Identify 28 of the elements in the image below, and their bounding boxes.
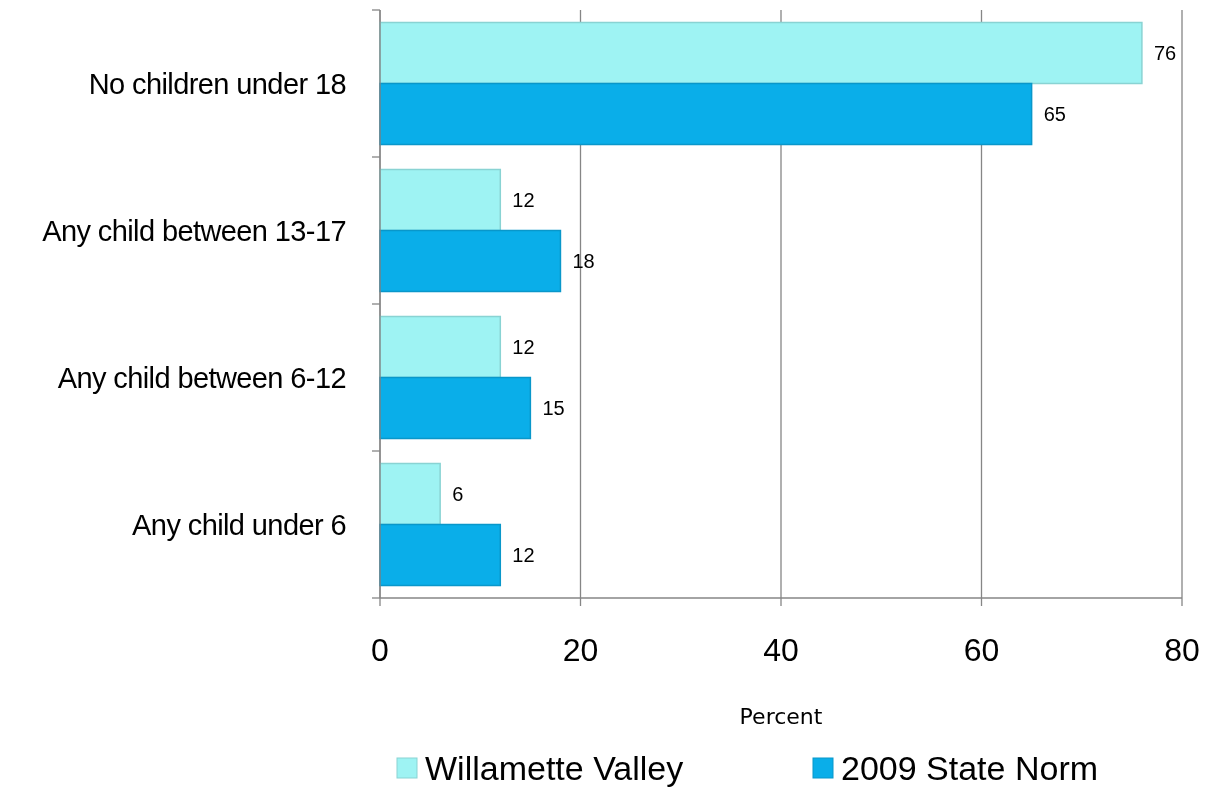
bar: [379, 229, 562, 293]
data-label: 12: [512, 544, 535, 566]
x-tick-label: 80: [1164, 632, 1200, 668]
y-tick-label: Any child between 13-17: [42, 214, 346, 247]
y-tick-label: Any child between 6-12: [57, 361, 346, 394]
bar: [379, 315, 502, 379]
data-label: 15: [542, 397, 565, 419]
data-label: 6: [452, 483, 464, 505]
x-tick-label: 20: [562, 632, 599, 668]
y-tick-label: No children under 18: [88, 67, 346, 100]
x-tick-label: 0: [371, 632, 389, 668]
y-tick-label: Any child under 6: [132, 508, 346, 541]
x-tick-label: 60: [963, 632, 1000, 668]
legend-label: 2009 State Norm: [841, 749, 1099, 787]
data-label: 12: [512, 189, 535, 211]
x-axis-title: Percent: [739, 703, 823, 729]
bar: [379, 523, 502, 587]
data-label: 12: [512, 336, 535, 358]
bar: [379, 462, 441, 526]
x-tick-label: 40: [763, 632, 799, 668]
legend-label: Willamette Valley: [425, 749, 684, 787]
bar: [379, 376, 532, 440]
bar: [379, 21, 1143, 85]
bar: [379, 82, 1033, 146]
bar: [379, 168, 502, 232]
data-label: 18: [572, 250, 595, 272]
data-label: 76: [1153, 42, 1177, 64]
data-label: 65: [1043, 103, 1066, 125]
